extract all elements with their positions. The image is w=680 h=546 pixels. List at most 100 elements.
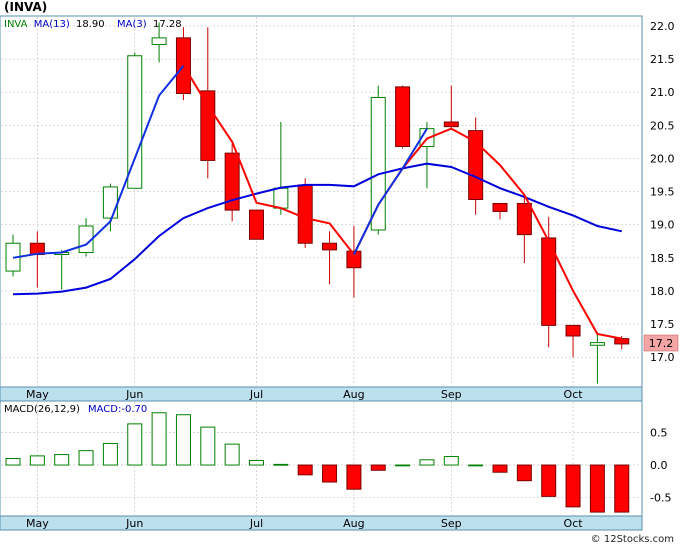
macd-legend-label: MACD(26,12,9) xyxy=(4,404,80,415)
macd-bar xyxy=(297,464,313,476)
candle-body xyxy=(102,186,118,219)
price-tick-label: 21.5 xyxy=(650,53,675,66)
macd-bar xyxy=(151,412,167,466)
macd-bar xyxy=(29,455,45,466)
candle xyxy=(565,324,581,358)
macd-tick-label: 0.5 xyxy=(650,426,668,439)
candle xyxy=(127,52,143,189)
macd-bar xyxy=(443,456,459,466)
month-label: May xyxy=(26,388,49,401)
price-tick-label: 19.5 xyxy=(650,186,675,199)
candle-body xyxy=(565,324,581,337)
candle xyxy=(224,143,240,222)
macd-bar xyxy=(468,464,484,467)
month-label: Jun xyxy=(125,517,143,530)
price-tick-label: 20.0 xyxy=(650,152,675,165)
macd-bar xyxy=(565,464,581,508)
price-month-axis xyxy=(0,386,643,402)
month-label: Oct xyxy=(564,517,584,530)
macd-bar xyxy=(589,464,605,513)
macd-histogram xyxy=(5,412,630,513)
macd-bar xyxy=(370,464,386,471)
candle-body xyxy=(468,130,484,201)
macd-bar xyxy=(614,464,630,513)
price-gridlines xyxy=(1,17,641,386)
month-label: Sep xyxy=(441,517,462,530)
candle xyxy=(468,117,484,215)
candle xyxy=(492,202,508,220)
candle xyxy=(370,85,386,235)
candle xyxy=(541,216,557,348)
candle xyxy=(175,27,191,101)
price-y-axis: 22.0 21.5 21.0 20.5 20.0 19.5 19.0 18.5 18.0 17.5… xyxy=(650,20,675,364)
macd-bar xyxy=(419,459,435,466)
price-panel xyxy=(0,15,643,388)
candle-body xyxy=(127,55,143,189)
candle-body xyxy=(589,342,605,346)
macd-bar xyxy=(273,463,289,466)
candle-body xyxy=(541,237,557,326)
macd-bar xyxy=(322,464,338,483)
price-tick-label: 21.0 xyxy=(650,86,675,99)
macd-bar xyxy=(395,464,411,467)
price-tick-label: 17.0 xyxy=(650,351,675,364)
macd-panel xyxy=(0,400,643,517)
legend-value: 17.28 xyxy=(153,19,182,30)
price-tick-label: 20.5 xyxy=(650,119,675,132)
month-label: Oct xyxy=(564,388,584,401)
price-legend: INVA MA(13) 18.90 MA(3) 17.28 xyxy=(4,19,182,30)
candle-body xyxy=(492,202,508,212)
macd-legend: MACD(26,12,9) MACD:-0.70 xyxy=(4,404,147,415)
ma13-line xyxy=(12,162,623,296)
macd-bar xyxy=(175,414,191,466)
macd-bar xyxy=(249,459,264,466)
month-label: Aug xyxy=(343,517,364,530)
macd-tick-label: 0.0 xyxy=(650,459,668,472)
candlesticks xyxy=(5,22,630,384)
price-tick-label: 19.0 xyxy=(650,219,675,232)
candle-body xyxy=(395,86,411,148)
candle xyxy=(395,85,411,149)
macd-month-axis xyxy=(0,515,643,531)
candle xyxy=(249,209,264,240)
candle-body xyxy=(346,250,362,269)
month-label: Aug xyxy=(343,388,364,401)
candle-body xyxy=(443,121,459,128)
candle-body xyxy=(516,202,532,236)
price-tick-label: 18.0 xyxy=(650,285,675,298)
last-price-label: 17.2 xyxy=(649,337,674,350)
macd-legend-value: MACD:-0.70 xyxy=(88,404,147,415)
legend-label: MA(3) xyxy=(117,19,147,30)
month-label: Jun xyxy=(125,388,143,401)
candle-body xyxy=(322,242,338,251)
watermark: © 12Stocks.com xyxy=(590,534,674,545)
candle-body xyxy=(614,338,630,345)
macd-bar xyxy=(102,442,118,466)
macd-bar xyxy=(200,426,216,466)
candle xyxy=(516,194,532,264)
candle-body xyxy=(200,90,216,161)
macd-bar xyxy=(5,458,21,466)
macd-bar xyxy=(54,454,70,466)
candle xyxy=(443,85,459,129)
macd-bar xyxy=(516,464,532,482)
candle xyxy=(589,332,605,384)
macd-bar xyxy=(492,464,508,473)
month-label: Jul xyxy=(249,517,263,530)
candle-body xyxy=(249,209,264,240)
month-label: May xyxy=(26,517,49,530)
month-label: Sep xyxy=(441,388,462,401)
macd-bar xyxy=(224,443,240,466)
candle-body xyxy=(297,184,313,244)
candle xyxy=(297,178,313,248)
macd-bar xyxy=(346,464,362,490)
legend-label: MA(13) xyxy=(34,19,70,30)
moving-average-lines xyxy=(12,65,623,340)
candle-body xyxy=(224,152,240,211)
chart-title: (INVA) xyxy=(4,0,48,14)
ma3-line-up xyxy=(12,65,185,259)
candle-body xyxy=(273,187,289,209)
legend-value: 18.90 xyxy=(76,19,105,30)
macd-y-axis: 0.5 0.0 -0.5 xyxy=(650,426,671,504)
